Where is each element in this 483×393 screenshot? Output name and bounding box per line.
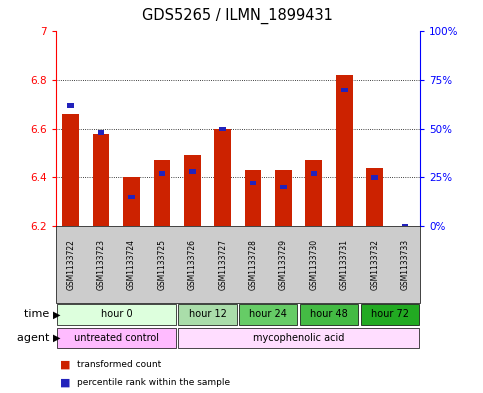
Text: time: time [24, 309, 53, 320]
Bar [275, 170, 292, 226]
Bar [341, 88, 348, 92]
Text: GSM1133727: GSM1133727 [218, 239, 227, 290]
Bar [402, 224, 408, 228]
Text: hour 24: hour 24 [249, 309, 287, 320]
Text: GSM1133722: GSM1133722 [66, 239, 75, 290]
Bar [250, 181, 256, 185]
Text: ■: ■ [60, 378, 71, 388]
Text: hour 12: hour 12 [188, 309, 227, 320]
Text: hour 0: hour 0 [100, 309, 132, 320]
Bar [280, 185, 287, 189]
Text: agent: agent [17, 333, 53, 343]
Bar [311, 171, 317, 176]
Bar [158, 171, 165, 176]
Text: ▶: ▶ [53, 333, 61, 343]
FancyBboxPatch shape [57, 328, 176, 348]
Bar [214, 129, 231, 226]
Bar [219, 127, 226, 131]
FancyBboxPatch shape [178, 328, 419, 348]
Text: percentile rank within the sample: percentile rank within the sample [77, 378, 230, 387]
Bar [98, 130, 104, 135]
Text: GSM1133726: GSM1133726 [188, 239, 197, 290]
Text: GSM1133731: GSM1133731 [340, 239, 349, 290]
Text: transformed count: transformed count [77, 360, 161, 369]
Text: untreated control: untreated control [74, 333, 159, 343]
Bar [93, 134, 110, 226]
Bar [305, 160, 322, 226]
Text: GDS5265 / ILMN_1899431: GDS5265 / ILMN_1899431 [142, 7, 333, 24]
Bar [336, 75, 353, 226]
FancyBboxPatch shape [300, 304, 358, 325]
Bar [245, 170, 261, 226]
Text: hour 48: hour 48 [310, 309, 348, 320]
FancyBboxPatch shape [239, 304, 298, 325]
Text: GSM1133725: GSM1133725 [157, 239, 167, 290]
Text: ▶: ▶ [53, 309, 61, 320]
Bar [184, 156, 200, 226]
FancyBboxPatch shape [57, 304, 176, 325]
FancyBboxPatch shape [361, 304, 419, 325]
Text: GSM1133723: GSM1133723 [97, 239, 106, 290]
Text: GSM1133730: GSM1133730 [309, 239, 318, 290]
Text: GSM1133724: GSM1133724 [127, 239, 136, 290]
Text: GSM1133728: GSM1133728 [249, 239, 257, 290]
Bar [366, 167, 383, 226]
Bar [128, 195, 135, 199]
Text: ■: ■ [60, 359, 71, 369]
Bar [189, 169, 196, 174]
Bar [123, 177, 140, 226]
Text: hour 72: hour 72 [371, 309, 409, 320]
Bar [68, 103, 74, 108]
Text: GSM1133733: GSM1133733 [400, 239, 410, 290]
Bar [371, 175, 378, 180]
Bar [62, 114, 79, 226]
Text: GSM1133732: GSM1133732 [370, 239, 379, 290]
Text: GSM1133729: GSM1133729 [279, 239, 288, 290]
FancyBboxPatch shape [178, 304, 237, 325]
Bar [154, 160, 170, 226]
Text: mycophenolic acid: mycophenolic acid [253, 333, 344, 343]
